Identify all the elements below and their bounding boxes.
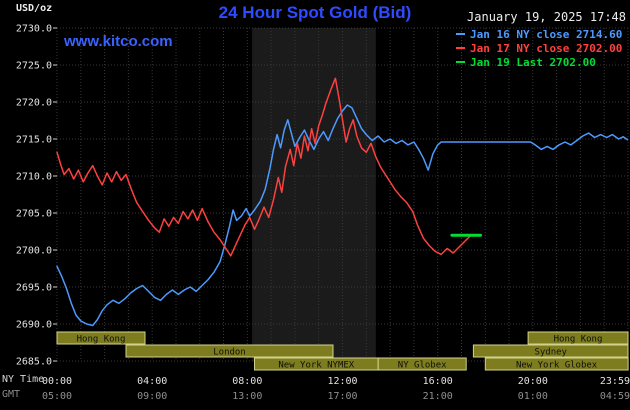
market-session-label: Hong Kong <box>554 335 603 345</box>
session-band-group <box>252 28 376 361</box>
x-axis-labels-group: 00:00 05:00 04:00 09:00 08:00 13:00 12:00 17:00… <box>42 376 630 402</box>
x-axis-caption-ny-time: NY Time <box>2 374 45 385</box>
y-axis-tick-label: 2695.0 <box>16 283 52 294</box>
x-axis-tick-ny-time: 23:59 <box>600 376 630 387</box>
market-session-bar <box>472 344 629 358</box>
market-session-bar <box>56 331 146 345</box>
price-series-jan16 <box>56 104 629 327</box>
y-axis-tick-label: 2705.0 <box>16 209 52 220</box>
price-series-jan17 <box>56 77 472 257</box>
legend-swatch <box>456 33 465 35</box>
market-session-label: New York NYMEX <box>278 361 354 371</box>
chart-title: 24 Hour Spot Gold (Bid) <box>218 3 412 22</box>
y-axis-tick-label: 2725.0 <box>16 61 52 72</box>
x-axis-tick-gmt: 17:00 <box>327 391 357 402</box>
y-axis-tick-label: 2715.0 <box>16 135 52 146</box>
x-axis-tick-gmt: 05:00 <box>42 391 72 402</box>
x-axis-tick-gmt: 01:00 <box>518 391 548 402</box>
legend-swatch <box>456 61 465 63</box>
price-series-group <box>56 77 629 327</box>
y-axis-tick-label: 2720.0 <box>16 98 52 109</box>
legend-item: Jan 16 NY close 2714.60 <box>456 27 622 41</box>
market-session-bar <box>484 357 629 371</box>
market-session-label: NY Globex <box>398 361 447 371</box>
market-session-bars-group: Hong Kong Hong Kong London Sydney New York N… <box>56 331 629 371</box>
market-session-label: New York Globex <box>516 361 598 371</box>
x-axis-tick-gmt: 09:00 <box>137 391 167 402</box>
y-axis-unit-label: USD/oz <box>16 3 53 14</box>
legend-label: Jan 16 NY close 2714.60 <box>470 27 623 41</box>
x-axis-tick-ny-time: 00:00 <box>42 376 72 387</box>
market-session-label: London <box>213 348 246 358</box>
market-session-label: Sydney <box>534 348 567 358</box>
nymex-session-band <box>252 28 376 361</box>
y-axis-tick-label: 2730.0 <box>16 24 52 35</box>
legend-label: Jan 19 Last 2702.00 <box>470 55 596 69</box>
y-axis-tick-label: 2700.0 <box>16 246 52 257</box>
x-axis-tick-ny-time: 20:00 <box>518 376 548 387</box>
legend-swatch <box>456 47 465 49</box>
x-axis-tick-ny-time: 16:00 <box>423 376 453 387</box>
x-axis-tick-ny-time: 12:00 <box>327 376 357 387</box>
legend-item: Jan 17 NY close 2702.00 <box>456 41 622 55</box>
kitco-watermark-link[interactable]: www.kitco.com <box>64 33 173 50</box>
x-axis-tick-ny-time: 04:00 <box>137 376 167 387</box>
legend: Jan 16 NY close 2714.60 Jan 17 NY close 2… <box>456 27 622 69</box>
market-session-label: Hong Kong <box>77 335 126 345</box>
market-session-bar <box>527 331 629 345</box>
legend-item: Jan 19 Last 2702.00 <box>456 55 622 69</box>
x-axis-caption-gmt: GMT <box>2 389 21 400</box>
y-axis-tick-label: 2685.0 <box>16 357 52 368</box>
x-axis-tick-gmt: 21:00 <box>423 391 453 402</box>
x-axis-tick-ny-time: 08:00 <box>232 376 262 387</box>
legend-label: Jan 17 NY close 2702.00 <box>470 41 623 55</box>
market-session-bar <box>377 357 467 371</box>
y-axis-tick-label: 2710.0 <box>16 172 52 183</box>
y-axis-tick-label: 2690.0 <box>16 320 52 331</box>
x-axis-tick-gmt: 13:00 <box>232 391 262 402</box>
y-axis-labels-group: 2730.0 2725.0 2720.0 2715.0 2710.0 2705.0 2700… <box>16 24 57 368</box>
chart-datetime: January 19, 2025 17:48 <box>467 10 626 24</box>
market-session-bar <box>125 344 334 358</box>
x-axis-tick-gmt: 04:59 <box>600 391 630 402</box>
